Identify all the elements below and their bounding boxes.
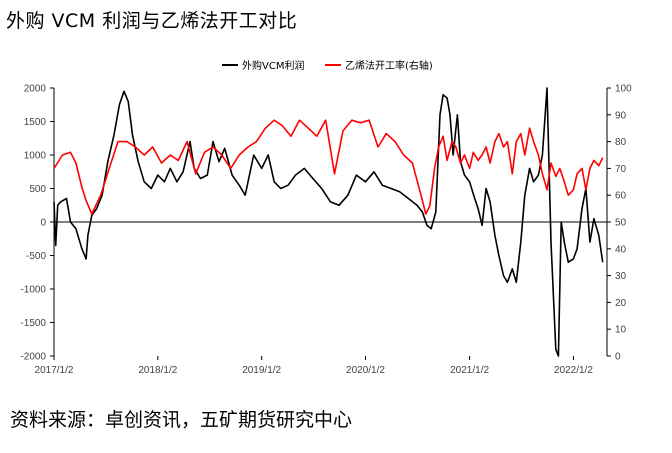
right-axis-tick-label: 90 (615, 110, 627, 121)
y-axis-left: 2000 1500 1000 500 0 -500 -1000 -1500 -2000 (20, 84, 55, 363)
x-axis-tick-label: 2021/1/2 (450, 365, 489, 376)
x-axis-tick-label: 2019/1/2 (242, 365, 281, 376)
right-axis-tick-label: 10 (615, 325, 627, 336)
x-axis-tick-label: 2020/1/2 (346, 365, 385, 376)
legend-label-ethylene-rate: 乙烯法开工率(右轴) (345, 59, 433, 72)
x-axis-tick-label: 2022/1/2 (554, 365, 593, 376)
x-axis: 2017/1/2 2018/1/2 2019/1/2 2020/1/2 2021/1/2… (35, 356, 593, 376)
legend-label-vcm-profit: 外购VCM利润 (242, 59, 304, 72)
plot-area (53, 87, 604, 357)
legend: 外购VCM利润 乙烯法开工率(右轴) (222, 59, 433, 72)
x-axis-tick-label: 2017/1/2 (35, 365, 74, 376)
left-axis-tick-label: 1000 (24, 151, 47, 162)
series-line-ethylene-rate (53, 119, 604, 215)
left-axis-tick-label: -1500 (20, 318, 46, 329)
left-axis-tick-label: -2000 (20, 352, 46, 363)
right-axis-tick-label: 50 (615, 218, 627, 229)
right-axis-tick-label: 100 (615, 84, 632, 95)
x-axis-tick-label: 2018/1/2 (138, 365, 177, 376)
right-axis-tick-label: 0 (615, 352, 621, 363)
left-axis-tick-label: 1500 (24, 117, 47, 128)
right-axis-tick-label: 80 (615, 137, 627, 148)
left-axis-tick-label: 500 (29, 184, 46, 195)
series-line-vcm-profit (53, 87, 604, 357)
left-axis-tick-label: -1000 (20, 285, 46, 296)
left-axis-tick-label: 2000 (24, 84, 47, 95)
left-axis-tick-label: 0 (40, 218, 46, 229)
left-axis-tick-label: -500 (26, 251, 46, 262)
right-axis-tick-label: 30 (615, 271, 627, 282)
right-axis-tick-label: 20 (615, 298, 627, 309)
source-note: 资料来源：卓创资讯，五矿期货研究中心 (10, 409, 353, 431)
right-axis-tick-label: 70 (615, 164, 627, 175)
page-title: 外购 VCM 利润与乙烯法开工对比 (6, 10, 298, 32)
right-axis-tick-label: 60 (615, 191, 627, 202)
right-axis-tick-label: 40 (615, 244, 627, 255)
